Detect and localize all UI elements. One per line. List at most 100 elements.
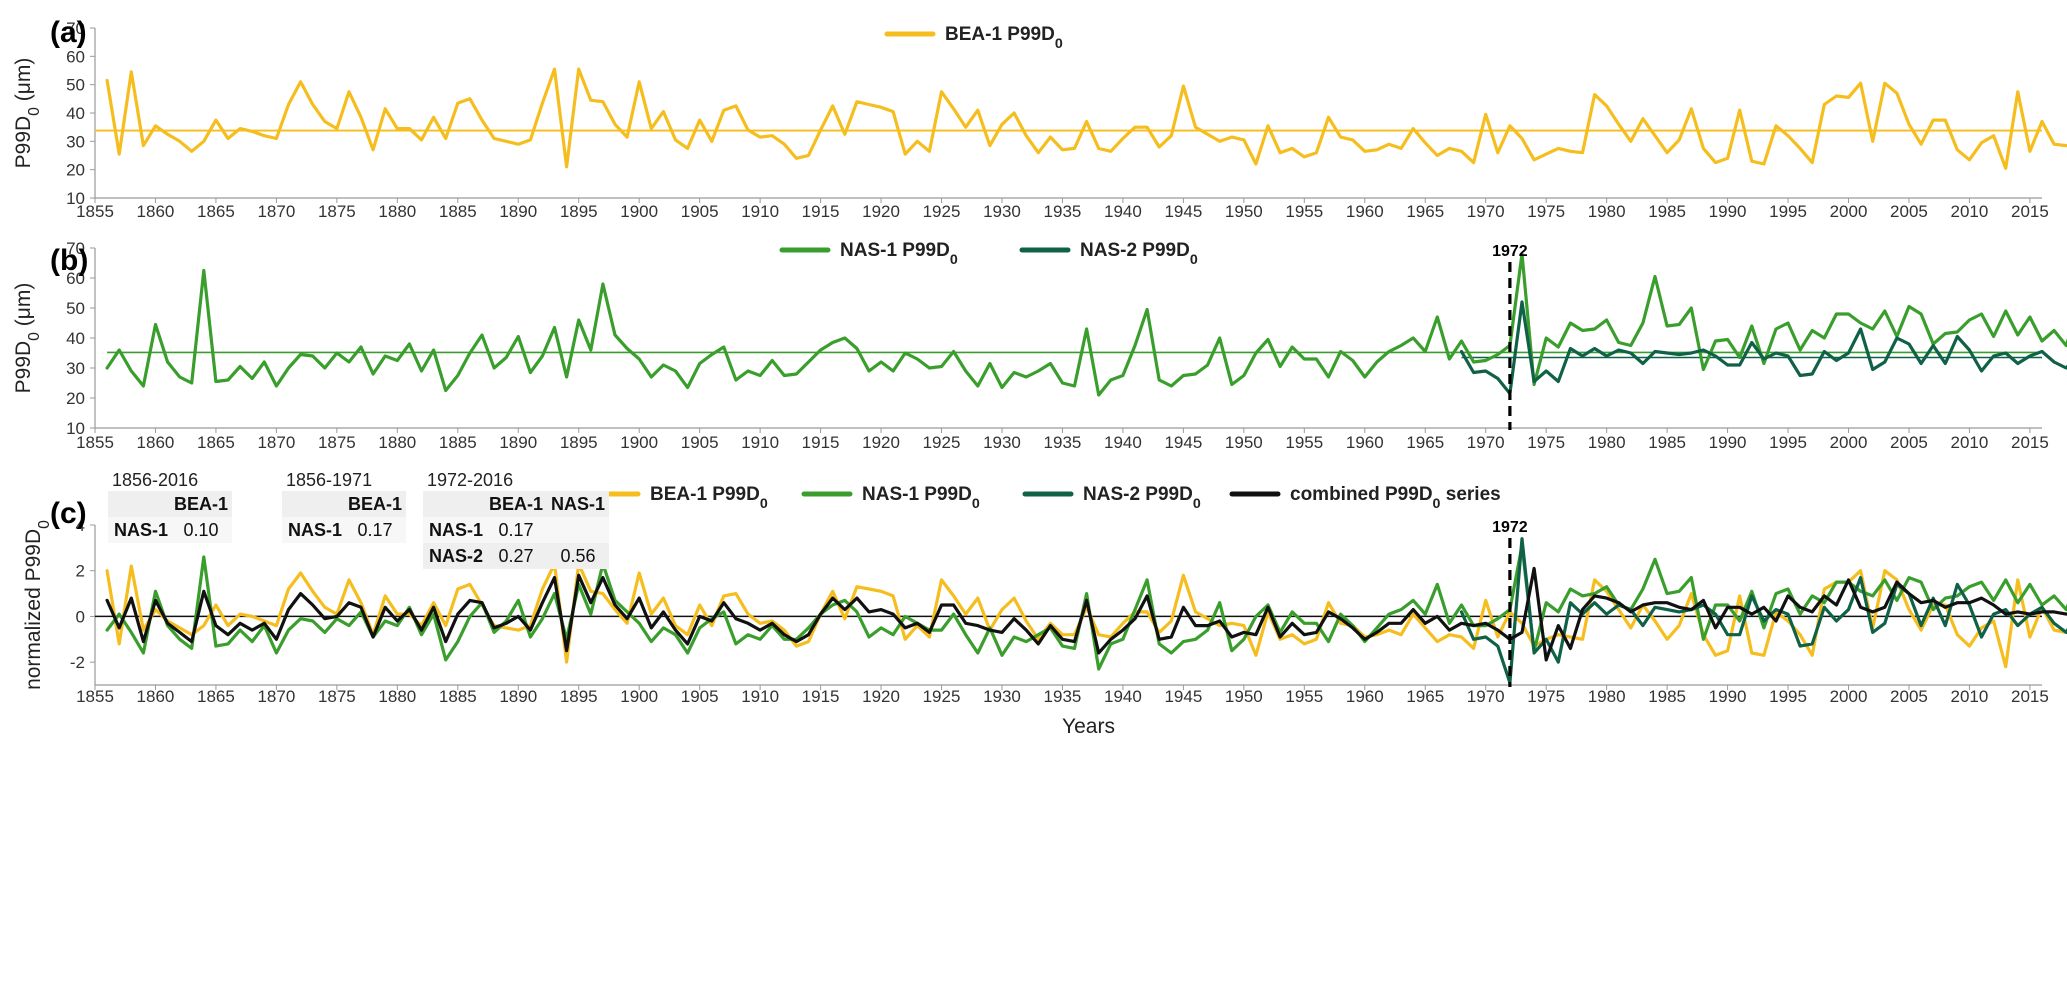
x-tick-label: 1950 [1225, 202, 1263, 221]
panel-c: -2 0 2 4 1855 1860 1865 1870 1875 1880 1885 1890 189… [22, 470, 2067, 738]
x-tick-label: 1970 [1467, 687, 1505, 706]
panel-label: (a) [50, 16, 87, 49]
x-tick-label: 1980 [1588, 433, 1626, 452]
x-tick-label: 1945 [1164, 433, 1202, 452]
x-tick-label: 2015 [2011, 687, 2049, 706]
x-tick-label: 1945 [1164, 202, 1202, 221]
x-tick-label: 1885 [439, 202, 477, 221]
legend-label: BEA-1 P99D0 [650, 484, 768, 512]
x-tick-label: 1880 [378, 202, 416, 221]
y-tick-label: 30 [66, 359, 85, 378]
x-tick-label: 1870 [257, 202, 295, 221]
x-tick-label: 1935 [1044, 687, 1082, 706]
corr-table-row-label: NAS-2 [429, 546, 483, 566]
corr-table-col-header: BEA-1 [348, 494, 402, 514]
x-tick-label: 1905 [681, 202, 719, 221]
x-tick-label: 1930 [983, 433, 1021, 452]
y-tick-label: 20 [66, 161, 85, 180]
x-tick-label: 1890 [499, 433, 537, 452]
series-line-nas-2 [1459, 300, 2067, 396]
series-line-bea-1 [105, 67, 2067, 170]
corr-table-header-bg [423, 491, 609, 517]
x-tick-label: 1855 [76, 202, 114, 221]
x-tick-label: 2000 [1830, 202, 1868, 221]
x-tick-label: 1855 [76, 687, 114, 706]
series-line-nas-1 [105, 252, 2067, 397]
x-tick-label: 1900 [620, 433, 658, 452]
corr-table-row-bg [423, 543, 609, 569]
y-tick-label: 40 [66, 329, 85, 348]
x-tick-label: 1905 [681, 433, 719, 452]
x-tick-label: 1935 [1044, 433, 1082, 452]
panel-label: (c) [50, 497, 87, 530]
x-tick-label: 1900 [620, 687, 658, 706]
event-marker-label: 1972 [1492, 243, 1528, 260]
y-tick-label: 2 [76, 562, 85, 581]
x-tick-label: 1955 [1285, 202, 1323, 221]
x-tick-label: 1880 [378, 433, 416, 452]
x-tick-label: 2005 [1890, 202, 1928, 221]
panel-label: (b) [50, 244, 88, 277]
x-tick-label: 1885 [439, 433, 477, 452]
corr-table-header-bg [108, 491, 232, 517]
x-tick-label: 1870 [257, 433, 295, 452]
x-tick-label: 1960 [1346, 433, 1384, 452]
x-tick-label: 1920 [862, 433, 900, 452]
corr-table-row-label: NAS-1 [114, 520, 168, 540]
legend-label: BEA-1 P99D0 [945, 24, 1063, 52]
y-axis-label: normalized P99D0 [22, 520, 53, 690]
x-tick-label: 1940 [1104, 433, 1142, 452]
corr-table-title: 1972-2016 [427, 470, 513, 490]
x-tick-label: 1950 [1225, 687, 1263, 706]
corr-table-cell: 0.56 [560, 546, 595, 566]
corr-table-title: 1856-2016 [112, 470, 198, 490]
x-tick-label: 1995 [1769, 687, 1807, 706]
corr-table-header-bg [282, 491, 406, 517]
x-tick-label: 1985 [1648, 433, 1686, 452]
x-tick-label: 2010 [1951, 687, 1989, 706]
corr-table-cell: 0.10 [183, 520, 218, 540]
x-tick-label: 1865 [197, 433, 235, 452]
panel-b: 10 20 30 40 50 60 70 1855 1860 1865 1870 1875 1880 18… [12, 239, 2067, 452]
y-axis-label: P99D0 (μm) [12, 58, 43, 169]
x-tick-label: 1940 [1104, 202, 1142, 221]
x-tick-label: 1905 [681, 687, 719, 706]
x-tick-label: 1895 [560, 687, 598, 706]
x-tick-label: 1960 [1346, 687, 1384, 706]
corr-table-row-label: NAS-1 [429, 520, 483, 540]
x-tick-label: 1920 [862, 687, 900, 706]
x-tick-label: 1990 [1709, 202, 1747, 221]
y-tick-label: 10 [66, 189, 85, 208]
x-tick-label: 1875 [318, 202, 356, 221]
x-tick-label: 1975 [1527, 202, 1565, 221]
y-tick-label: 50 [66, 299, 85, 318]
x-tick-label: 2005 [1890, 433, 1928, 452]
x-tick-label: 1915 [802, 202, 840, 221]
y-tick-label: 60 [66, 47, 85, 66]
x-tick-label: 2000 [1830, 433, 1868, 452]
event-marker-label: 1972 [1492, 519, 1528, 536]
x-tick-label: 1950 [1225, 433, 1263, 452]
x-tick-label: 1895 [560, 202, 598, 221]
x-tick-label: 1855 [76, 433, 114, 452]
corr-table-row-bg [282, 517, 406, 543]
x-tick-label: 1865 [197, 202, 235, 221]
x-tick-label: 2005 [1890, 687, 1928, 706]
x-tick-label: 1965 [1406, 202, 1444, 221]
x-tick-label: 1935 [1044, 202, 1082, 221]
y-tick-label: 20 [66, 389, 85, 408]
x-tick-label: 1860 [137, 687, 175, 706]
y-tick-label: 30 [66, 132, 85, 151]
x-tick-label: 1940 [1104, 687, 1142, 706]
x-tick-label: 1860 [137, 202, 175, 221]
x-tick-label: 1860 [137, 433, 175, 452]
x-tick-label: 1970 [1467, 433, 1505, 452]
x-tick-label: 1910 [741, 202, 779, 221]
x-tick-label: 1915 [802, 687, 840, 706]
x-tick-label: 1875 [318, 433, 356, 452]
x-tick-label: 1995 [1769, 433, 1807, 452]
x-tick-label: 1985 [1648, 202, 1686, 221]
panel-a: 10 20 30 40 50 60 70 1855 1860 1865 1870 1875 1880 18… [12, 16, 2067, 221]
legend-label: NAS-2 P99D0 [1083, 484, 1201, 512]
x-tick-label: 1875 [318, 687, 356, 706]
